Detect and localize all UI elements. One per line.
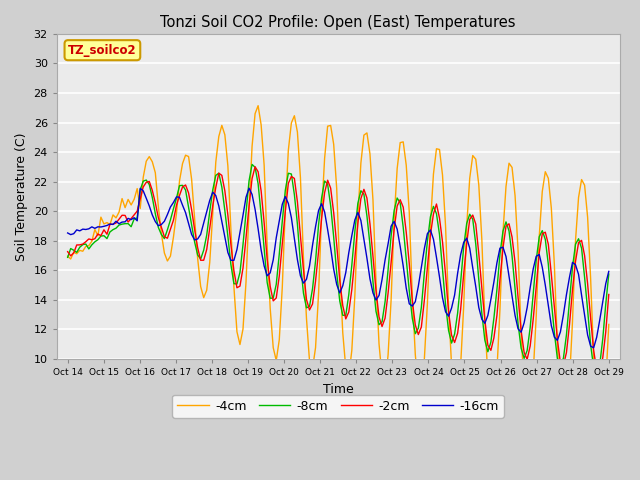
- -16cm: [605, 268, 612, 274]
- -16cm: [73, 227, 81, 233]
- -8cm: [593, 372, 600, 377]
- -4cm: [547, 205, 555, 211]
- -16cm: [547, 323, 555, 328]
- -4cm: [73, 251, 81, 257]
- -2cm: [596, 371, 604, 377]
- -8cm: [273, 281, 280, 287]
- -16cm: [127, 216, 135, 222]
- -2cm: [64, 249, 72, 254]
- -2cm: [252, 164, 259, 169]
- -16cm: [273, 235, 280, 240]
- Line: -2cm: -2cm: [68, 167, 609, 374]
- -8cm: [73, 250, 81, 255]
- -8cm: [127, 224, 135, 229]
- -8cm: [248, 162, 256, 168]
- -16cm: [64, 230, 72, 236]
- Line: -16cm: -16cm: [68, 188, 609, 348]
- -2cm: [605, 292, 612, 298]
- -16cm: [593, 335, 600, 340]
- Legend: -4cm, -8cm, -2cm, -16cm: -4cm, -8cm, -2cm, -16cm: [172, 395, 504, 418]
- Line: -4cm: -4cm: [68, 106, 609, 434]
- -4cm: [596, 431, 604, 437]
- -4cm: [605, 322, 612, 327]
- Line: -8cm: -8cm: [68, 165, 609, 374]
- Text: TZ_soilco2: TZ_soilco2: [68, 44, 137, 57]
- -16cm: [175, 194, 183, 200]
- -8cm: [590, 365, 598, 371]
- -2cm: [127, 216, 135, 221]
- -4cm: [254, 103, 262, 108]
- -8cm: [64, 254, 72, 260]
- -8cm: [547, 299, 555, 304]
- -2cm: [273, 295, 280, 301]
- -8cm: [175, 183, 183, 189]
- X-axis label: Time: Time: [323, 383, 353, 396]
- Title: Tonzi Soil CO2 Profile: Open (East) Temperatures: Tonzi Soil CO2 Profile: Open (East) Temp…: [161, 15, 516, 30]
- -4cm: [273, 358, 280, 363]
- -16cm: [590, 345, 598, 350]
- -4cm: [175, 178, 183, 184]
- -8cm: [605, 271, 612, 277]
- -4cm: [64, 253, 72, 259]
- -2cm: [73, 242, 81, 248]
- -4cm: [127, 202, 135, 208]
- -2cm: [175, 192, 183, 198]
- Y-axis label: Soil Temperature (C): Soil Temperature (C): [15, 132, 28, 261]
- -2cm: [590, 348, 598, 353]
- -2cm: [547, 272, 555, 277]
- -4cm: [590, 355, 598, 360]
- -16cm: [245, 185, 253, 191]
